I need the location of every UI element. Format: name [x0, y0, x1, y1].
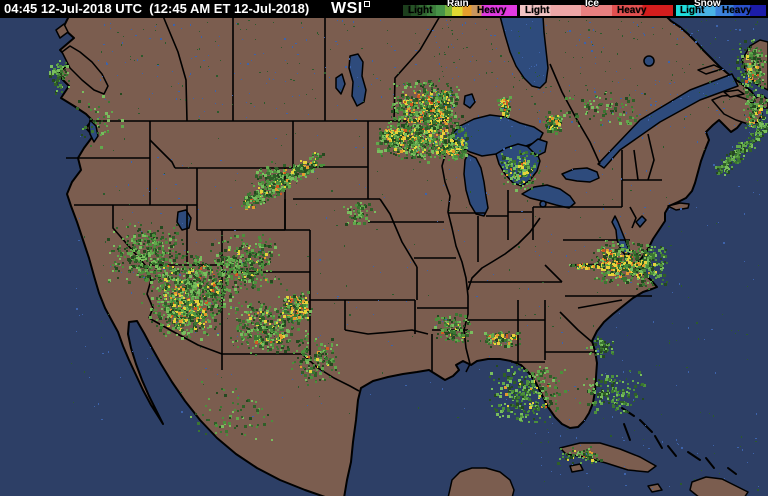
rain-heavy-label: Heavy: [477, 5, 507, 16]
rain-legend-title: Rain: [447, 0, 469, 9]
rain-light-label: Light: [408, 5, 433, 16]
wsi-logo: WSI: [331, 0, 370, 18]
legend-bar-rain: Light Heavy: [403, 5, 517, 16]
ice-heavy-label: Heavy: [617, 5, 647, 16]
legend-bar-snow: Light Heavy: [676, 5, 766, 16]
ice-legend-title: Ice: [585, 0, 599, 9]
timestamp-text: 04:45 12-Jul-2018 UTC (12:45 AM ET 12-Ju…: [4, 1, 310, 16]
snow-light-label: Light: [680, 5, 705, 16]
ice-light-label: Light: [525, 5, 550, 16]
legend-bar-ice: Light Heavy: [520, 5, 673, 16]
snow-heavy-label: Heavy: [722, 5, 752, 16]
degree-mark: [363, 1, 370, 7]
snow-legend-title: Snow: [694, 0, 721, 9]
